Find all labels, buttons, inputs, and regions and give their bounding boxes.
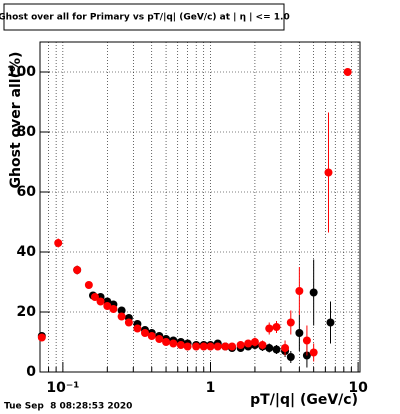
- point: [286, 318, 295, 327]
- point: [155, 335, 164, 343]
- point: [206, 342, 215, 351]
- point: [73, 266, 82, 274]
- point: [326, 318, 335, 327]
- point: [309, 348, 318, 357]
- point: [272, 345, 281, 354]
- x-tick-label: 1: [206, 380, 216, 396]
- x-tick-label: 10⁻¹: [46, 380, 79, 396]
- timestamp: Tue Sep 8 08:28:53 2020: [4, 402, 132, 412]
- point: [343, 68, 352, 76]
- x-axis-label: pT/|q| (GeV/c): [250, 392, 358, 408]
- plot-frame: [39, 41, 361, 373]
- point: [286, 353, 295, 361]
- y-tick-label: 0: [26, 364, 36, 380]
- point: [37, 333, 46, 342]
- point: [265, 324, 274, 333]
- point: [169, 339, 178, 348]
- point: [117, 306, 126, 315]
- y-axis-label: Ghost over all(%): [8, 52, 24, 189]
- point: [176, 341, 185, 349]
- point: [96, 297, 105, 306]
- point: [272, 323, 281, 331]
- point: [124, 318, 133, 327]
- point: [228, 342, 237, 351]
- point: [295, 287, 304, 295]
- point: [221, 342, 230, 351]
- point: [244, 339, 253, 348]
- y-tick-label: 80: [17, 124, 37, 140]
- point: [147, 332, 156, 340]
- point: [140, 329, 149, 337]
- point: [90, 293, 99, 301]
- point: [162, 338, 171, 346]
- point: [84, 281, 93, 289]
- point: [324, 168, 333, 177]
- point: [265, 344, 274, 352]
- y-tick-label: 60: [17, 184, 37, 200]
- chart-title: Ghost over all for Primary vs pT/|q| (Ge…: [0, 13, 290, 23]
- point: [258, 341, 267, 349]
- x-tick-label: 10: [348, 380, 368, 396]
- point: [103, 302, 112, 310]
- point: [309, 288, 318, 297]
- point: [183, 342, 192, 351]
- title-box: [3, 3, 285, 31]
- point: [295, 329, 304, 337]
- y-tick-label: 100: [7, 64, 36, 80]
- y-tick-label: 40: [17, 244, 37, 260]
- point: [117, 312, 126, 321]
- point: [199, 342, 208, 351]
- point: [133, 324, 142, 333]
- point: [192, 342, 201, 351]
- point: [54, 239, 63, 247]
- point: [109, 305, 118, 313]
- point: [250, 338, 259, 346]
- point: [236, 341, 245, 349]
- point: [281, 344, 290, 352]
- point: [213, 342, 222, 351]
- y-tick-label: 20: [17, 304, 37, 320]
- point: [302, 336, 311, 345]
